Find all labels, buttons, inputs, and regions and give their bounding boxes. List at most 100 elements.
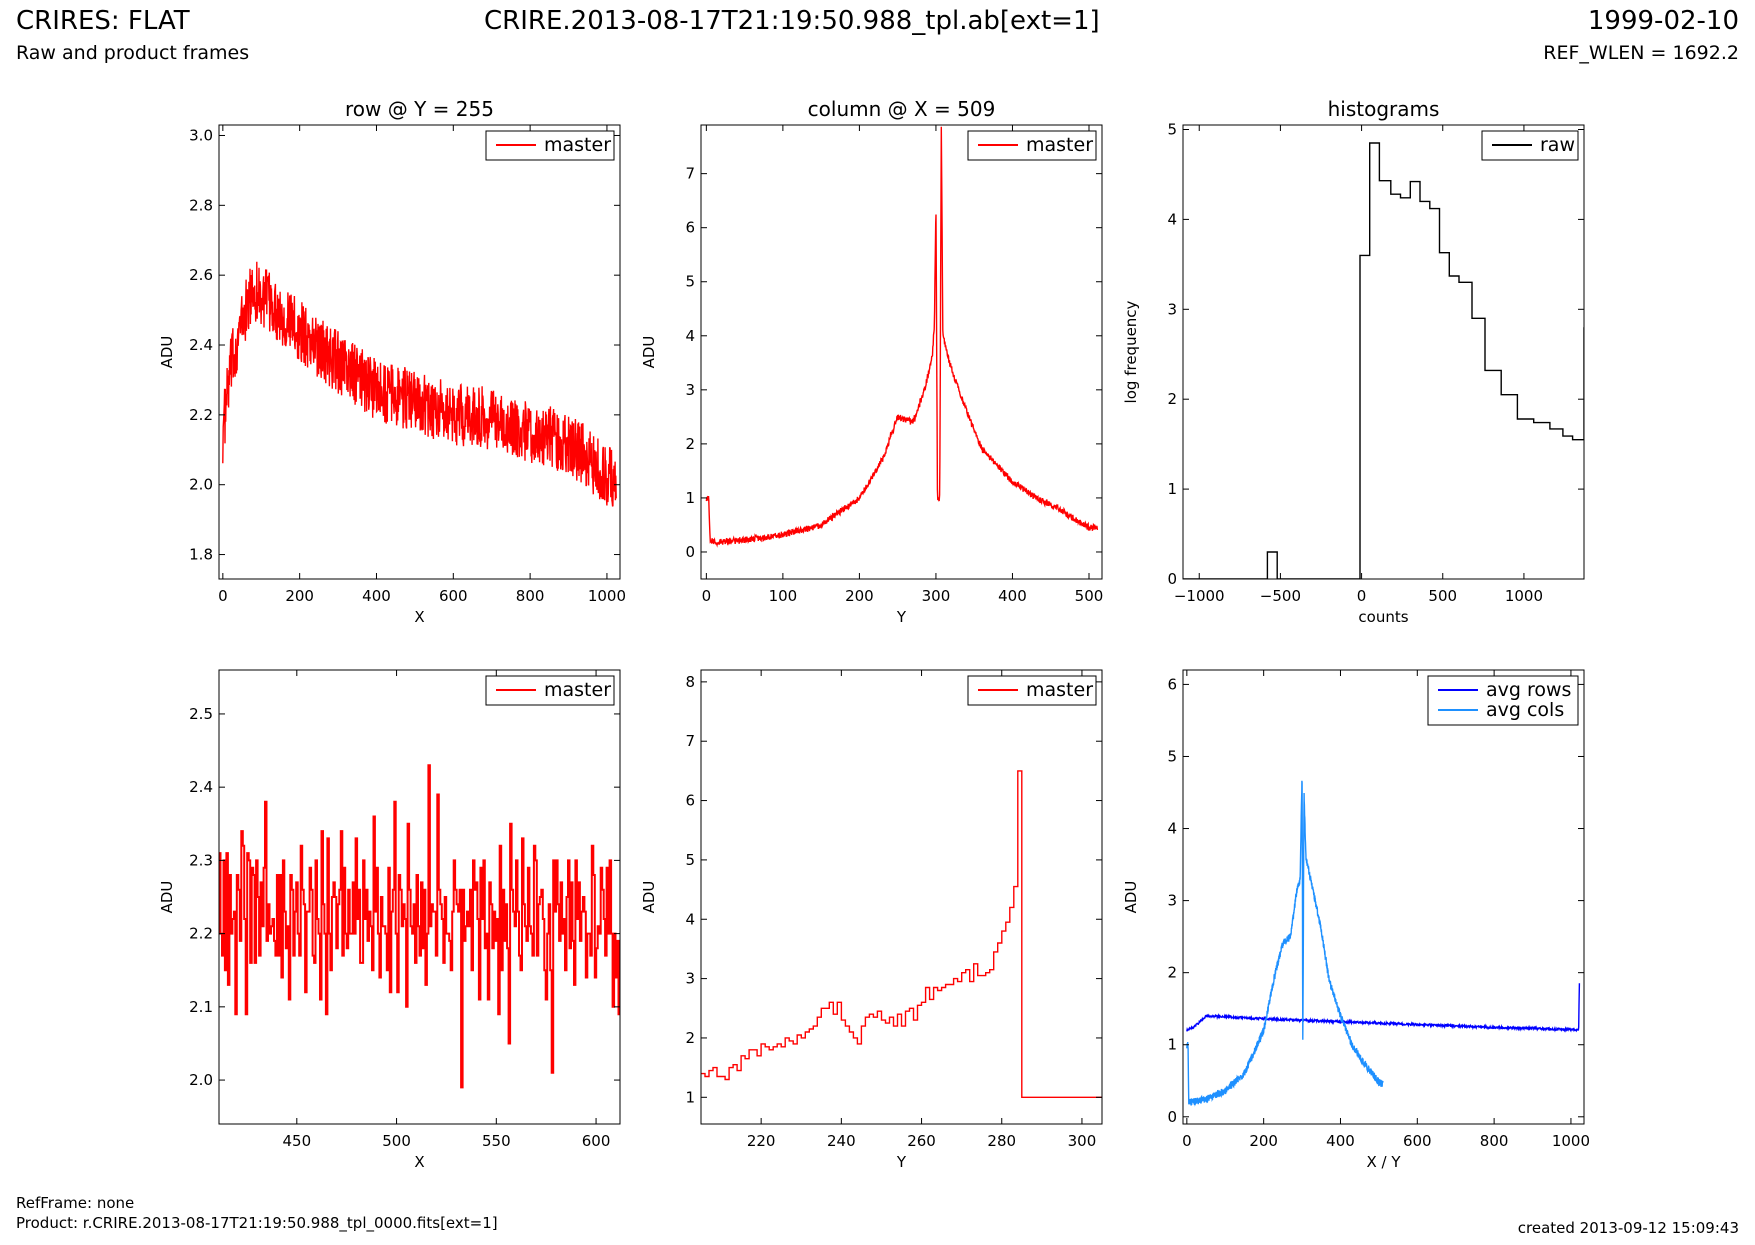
x-tick-label: 550 xyxy=(482,1132,511,1150)
plot-area xyxy=(1183,142,1584,579)
y-tick-label: 2.6 xyxy=(189,266,213,284)
legend-label: avg rows xyxy=(1486,679,1571,701)
y-axis-label: ADU xyxy=(640,336,658,369)
y-tick-label: 1 xyxy=(1167,480,1177,498)
y-axis-label: ADU xyxy=(158,336,176,369)
panel-3: −1000 −500 0 500 1000 0 1 2 3 4 5 histograms counts l… xyxy=(1122,97,1585,626)
plot-area xyxy=(222,261,617,507)
y-tick-label: 6 xyxy=(685,219,695,237)
ref-wlen: REF_WLEN = 1692.2 xyxy=(1543,42,1739,64)
x-tick-label: 240 xyxy=(827,1132,856,1150)
created-timestamp: created 2013-09-12 15:09:43 xyxy=(1517,1219,1739,1237)
product-name: Product: r.CRIRE.2013-08-17T21:19:50.988… xyxy=(16,1214,498,1232)
x-tick-label: 200 xyxy=(285,587,314,605)
y-tick-label: 1 xyxy=(685,489,695,507)
file-name: CRIRE.2013-08-17T21:19:50.988_tpl.ab[ext… xyxy=(484,6,1100,36)
y-tick-label: 2.2 xyxy=(189,406,213,424)
x-tick-label: 600 xyxy=(582,1132,611,1150)
x-axis-label: X / Y xyxy=(1366,1153,1401,1171)
legend-label: avg cols xyxy=(1486,699,1564,721)
panel-4: 450 500 550 600 2.0 2.1 2.2 2.3 2.4 2.5 X ADU master xyxy=(158,669,621,1171)
x-tick-label: 300 xyxy=(1068,1132,1097,1150)
y-tick-label: 3 xyxy=(685,970,695,988)
y-axis-label: ADU xyxy=(1122,881,1140,914)
x-tick-label: 280 xyxy=(987,1132,1016,1150)
axes-frame xyxy=(700,669,1103,1125)
plot-area xyxy=(1186,780,1581,1107)
series-line-master xyxy=(222,261,617,507)
y-tick-label: 2 xyxy=(1167,964,1177,982)
series-line-master xyxy=(219,764,620,1089)
plot-area xyxy=(701,770,1102,1098)
y-tick-label: 7 xyxy=(685,165,695,183)
y-tick-label: 2.1 xyxy=(189,998,213,1016)
legend: master xyxy=(485,675,615,706)
y-tick-label: 2.2 xyxy=(189,925,213,943)
panel-1: 0 200 400 600 800 1000 1.8 2.0 2.2 2.4 2.6 2.8 3.0 ro… xyxy=(158,97,626,626)
x-tick-label: 100 xyxy=(769,587,798,605)
legend-label: master xyxy=(544,679,611,701)
x-tick-label: 400 xyxy=(998,587,1027,605)
x-tick-label: 0 xyxy=(218,587,228,605)
y-tick-label: 5 xyxy=(1167,120,1177,138)
x-axis-label: counts xyxy=(1358,608,1408,626)
y-tick-label: 1 xyxy=(685,1088,695,1106)
legend-label: master xyxy=(544,134,611,156)
x-tick-label: 600 xyxy=(1403,1132,1432,1150)
x-tick-label: 500 xyxy=(1428,587,1457,605)
y-tick-label: 3 xyxy=(685,381,695,399)
y-tick-label: 1 xyxy=(1167,1036,1177,1054)
axes-frame xyxy=(218,124,621,580)
axes-frame xyxy=(1182,124,1585,580)
y-tick-label: 2 xyxy=(685,1029,695,1047)
x-tick-label: 1000 xyxy=(588,587,626,605)
axes-frame xyxy=(218,669,621,1125)
series-line-raw xyxy=(1183,142,1584,579)
x-tick-label: 500 xyxy=(1075,587,1104,605)
panel-title: row @ Y = 255 xyxy=(345,97,494,121)
y-tick-label: 2.5 xyxy=(189,705,213,723)
y-tick-label: 3 xyxy=(1167,300,1177,318)
y-tick-label: 4 xyxy=(1167,820,1177,838)
y-tick-label: 7 xyxy=(685,732,695,750)
x-tick-label: 1000 xyxy=(1552,1132,1590,1150)
y-tick-label: 5 xyxy=(1167,747,1177,765)
axes-frame xyxy=(700,124,1103,580)
x-tick-label: 0 xyxy=(1182,1132,1192,1150)
x-tick-label: 600 xyxy=(439,587,468,605)
plot-area xyxy=(705,126,1099,548)
y-tick-label: 6 xyxy=(685,792,695,810)
legend-label: master xyxy=(1026,679,1093,701)
axes-frame xyxy=(1182,669,1585,1125)
y-tick-label: 0 xyxy=(1167,570,1177,588)
panel-title: column @ X = 509 xyxy=(808,97,996,121)
series-line-avg-rows xyxy=(1186,983,1581,1033)
y-tick-label: 5 xyxy=(685,851,695,869)
x-tick-label: 800 xyxy=(1480,1132,1509,1150)
y-tick-label: 2.8 xyxy=(189,196,213,214)
y-tick-label: 8 xyxy=(685,673,695,691)
y-tick-label: 3.0 xyxy=(189,126,213,144)
x-axis-label: Y xyxy=(896,608,907,626)
y-axis-label: ADU xyxy=(158,881,176,914)
legend: raw xyxy=(1481,130,1579,161)
x-tick-label: 0 xyxy=(1357,587,1367,605)
x-tick-label: 260 xyxy=(907,1132,936,1150)
x-tick-label: 800 xyxy=(516,587,545,605)
y-axis-label: ADU xyxy=(640,881,658,914)
y-tick-label: 3 xyxy=(1167,892,1177,910)
y-tick-label: 2 xyxy=(685,435,695,453)
y-tick-label: 0 xyxy=(1167,1108,1177,1126)
y-tick-label: 2.0 xyxy=(189,476,213,494)
ref-frame: RefFrame: none xyxy=(16,1194,135,1212)
panel-title: histograms xyxy=(1328,97,1440,121)
legend-label: master xyxy=(1026,134,1093,156)
x-tick-label: −500 xyxy=(1260,587,1301,605)
x-tick-label: 1000 xyxy=(1505,587,1543,605)
y-axis-label: log frequency xyxy=(1122,300,1140,403)
x-axis-label: Y xyxy=(896,1153,907,1171)
y-tick-label: 2 xyxy=(1167,390,1177,408)
legend: master xyxy=(967,675,1097,706)
legend: master xyxy=(967,130,1097,161)
